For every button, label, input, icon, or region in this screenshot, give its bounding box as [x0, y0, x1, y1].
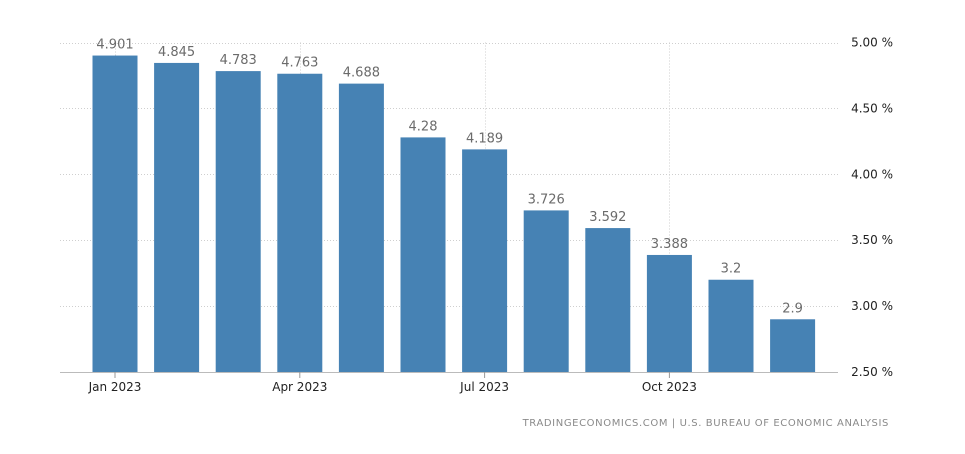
bar — [708, 279, 754, 372]
y-tick-label: 5.00 % — [851, 36, 893, 50]
y-tick-label: 4.00 % — [851, 167, 893, 181]
value-label: 3.2 — [721, 262, 742, 277]
value-label: 4.763 — [281, 56, 318, 71]
bar — [277, 73, 323, 372]
value-label: 4.688 — [343, 66, 380, 81]
value-label: 4.28 — [409, 119, 438, 134]
value-label: 4.189 — [466, 131, 503, 146]
x-axis-ticks: Jan 2023 Apr 2023 Jul 2023 Oct 2023 — [88, 372, 697, 394]
bar — [215, 71, 261, 373]
value-label: 3.726 — [528, 192, 565, 207]
bar — [462, 149, 508, 372]
bar — [92, 55, 138, 373]
value-label: 3.388 — [651, 237, 688, 252]
value-label: 3.592 — [589, 210, 626, 225]
bar — [585, 228, 631, 372]
y-tick-label: 3.00 % — [851, 299, 893, 313]
y-tick-label: 2.50 % — [851, 365, 893, 379]
x-tick-label: Oct 2023 — [642, 380, 697, 394]
y-tick-label: 4.50 % — [851, 101, 893, 115]
bar — [523, 210, 569, 372]
bar — [770, 319, 816, 372]
bar — [646, 254, 692, 372]
value-label: 4.901 — [96, 38, 133, 53]
bar — [154, 62, 200, 372]
y-axis-ticks: 5.00 % 4.50 % 4.00 % 3.50 % 3.00 % 2.50 % — [851, 36, 893, 380]
value-labels: 4.901 4.845 4.783 4.763 4.688 4.28 4.189 3.726 3… — [96, 38, 803, 317]
x-tick-label: Apr 2023 — [272, 380, 327, 394]
source-attribution: TRADINGECONOMICS.COM | U.S. BUREAU OF EC… — [522, 418, 889, 429]
bars — [92, 55, 816, 373]
y-tick-label: 3.50 % — [851, 233, 893, 247]
x-tick-label: Jul 2023 — [459, 380, 509, 394]
x-tick-label: Jan 2023 — [88, 380, 142, 394]
bar — [338, 83, 384, 373]
value-label: 2.9 — [782, 301, 803, 316]
bar — [400, 137, 446, 372]
value-label: 4.783 — [220, 53, 257, 68]
value-label: 4.845 — [158, 45, 195, 60]
